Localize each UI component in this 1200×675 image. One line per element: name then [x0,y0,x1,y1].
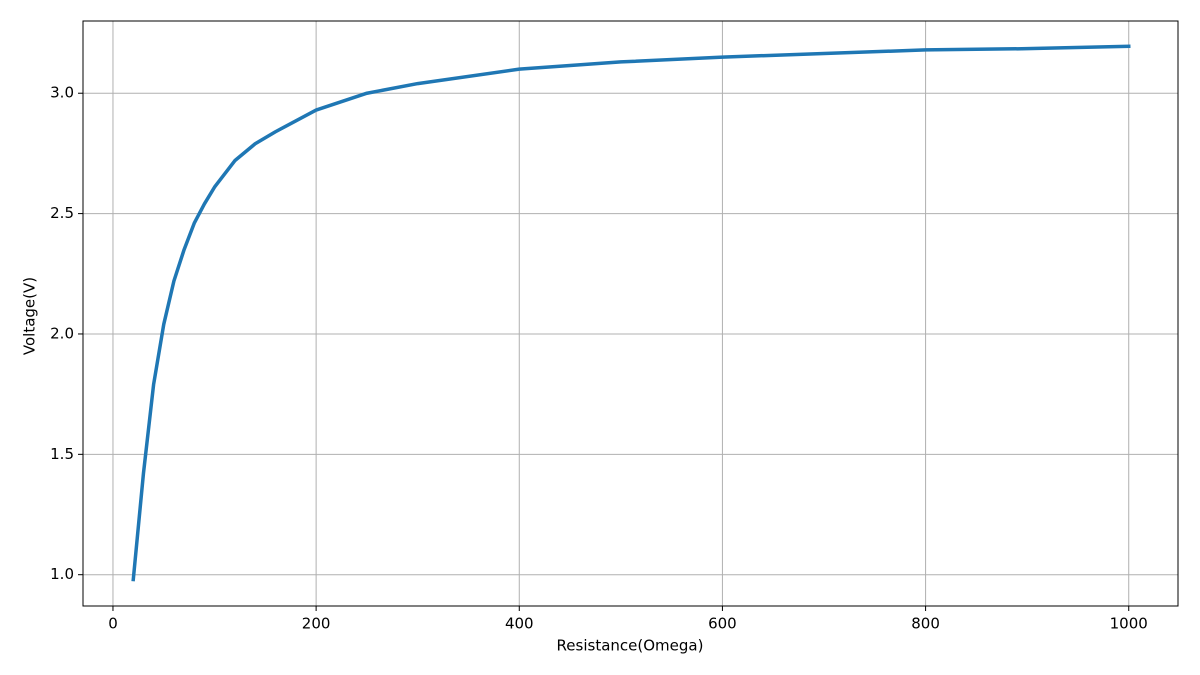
x-tick-label: 1000 [1110,615,1148,633]
x-axis-label: Resistance(Omega) [557,637,704,655]
y-axis-label: Voltage(V) [21,277,39,355]
y-tick-label: 1.5 [50,445,74,463]
x-tick-label: 0 [108,615,118,633]
y-tick-label: 2.5 [50,204,74,222]
x-tick-label: 400 [505,615,534,633]
y-tick-label: 1.0 [50,565,74,583]
plot-frame [82,20,1179,607]
x-tick-label: 800 [911,615,940,633]
y-tick-label: 2.0 [50,324,74,342]
x-tick-label: 200 [302,615,331,633]
x-tick-label: 600 [708,615,737,633]
y-tick-label: 3.0 [50,84,74,102]
data-line [131,44,1131,582]
